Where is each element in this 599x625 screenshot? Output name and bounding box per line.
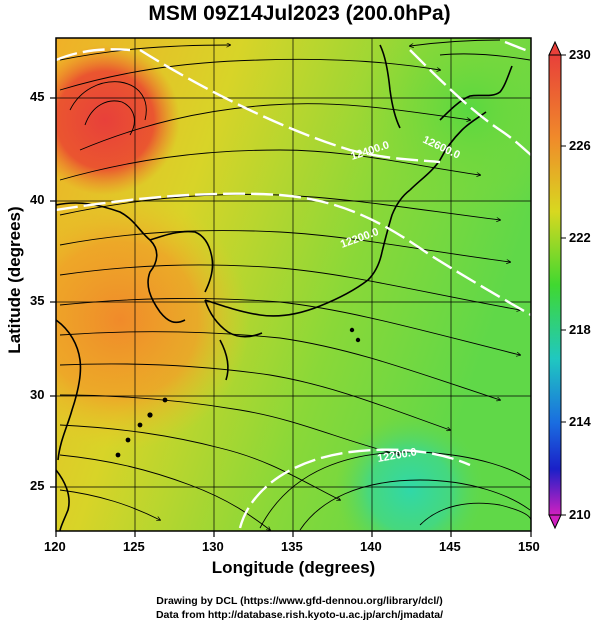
contour-line-2 [139, 48, 441, 164]
colorbar-tick-label: 214 [569, 414, 591, 429]
colorbar-bottom-arrow [548, 514, 562, 530]
y-tick-label: 30 [30, 387, 45, 402]
colorbar [548, 40, 566, 530]
y-tick-label: 25 [30, 478, 45, 493]
y-axis-label: Latitude (degrees) [5, 206, 24, 354]
x-tick-label: 130 [202, 539, 224, 554]
x-axis-label: Longitude (degrees) [211, 558, 376, 577]
colorbar-tick-label: 210 [569, 507, 591, 522]
height-contours [56, 40, 531, 529]
wind-streamlines [59, 39, 531, 530]
colorbar-tick-label: 222 [569, 230, 591, 245]
colorbar-top-arrow [548, 40, 562, 56]
x-tick-label: 145 [439, 539, 461, 554]
credit-drawing: Drawing by DCL (https://www.gfd-dennou.o… [156, 595, 443, 607]
x-tick-label: 135 [281, 539, 303, 554]
grid-lines [56, 38, 531, 531]
axis-tick-marks [50, 97, 532, 537]
coastlines [56, 44, 513, 531]
contour-line-3 [409, 49, 531, 156]
contour-line-4 [238, 448, 471, 529]
colorbar-tick-label: 226 [569, 138, 591, 153]
x-tick-label: 140 [360, 539, 382, 554]
x-tick-label: 125 [123, 539, 145, 554]
credit-data: Data from http://database.rish.kyoto-u.a… [155, 609, 444, 621]
y-tick-label: 45 [30, 89, 45, 104]
contour-line-1 [56, 192, 531, 317]
x-tick-label: 150 [518, 539, 540, 554]
temperature-field [56, 38, 531, 531]
y-tick-label: 35 [30, 293, 45, 308]
x-tick-label: 120 [44, 539, 66, 554]
colorbar-scale [548, 54, 562, 516]
y-tick-label: 40 [30, 192, 45, 207]
colorbar-tick-label: 218 [569, 322, 591, 337]
chart-title: MSM 09Z14Jul2023 (200.0hPa) [148, 2, 451, 25]
colorbar-tick-label: 230 [569, 47, 591, 62]
